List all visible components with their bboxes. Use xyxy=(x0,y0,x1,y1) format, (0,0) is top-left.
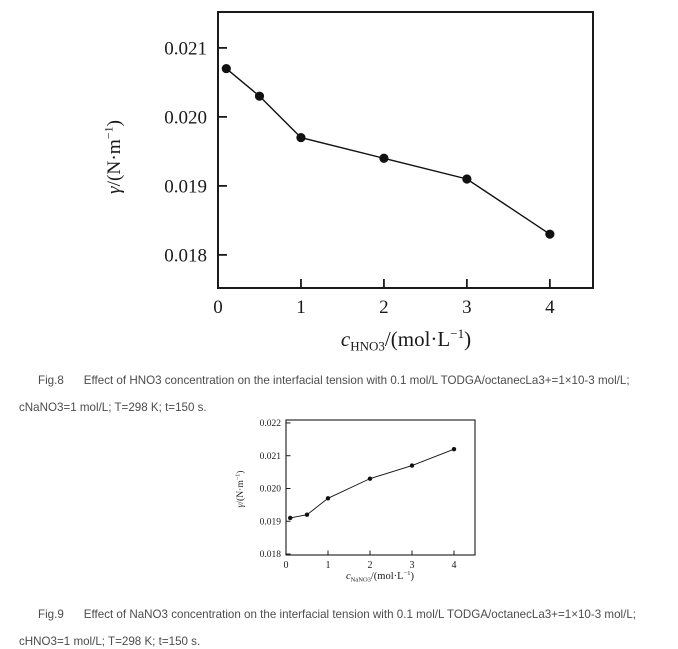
fig9-data-point xyxy=(451,446,457,452)
fig9-data-point xyxy=(409,463,415,468)
fig9-x-tick-label: 0 xyxy=(284,560,289,571)
fig9-data-line xyxy=(290,448,455,519)
fig8-x-tick-label: 0 xyxy=(213,297,223,318)
fig8-data-point xyxy=(462,174,472,184)
fig8-x-tick-label: 1 xyxy=(296,297,306,318)
fig9-y-tick-label: 0.021 xyxy=(260,452,282,462)
fig9-y-tick-label: 0.022 xyxy=(260,419,282,429)
fig9-x-axis-label: cNaNO3/(mol·L−1) xyxy=(346,570,414,583)
fig8-data-point xyxy=(221,63,231,74)
fig9-x-tick-label: 3 xyxy=(410,560,415,571)
fig8-y-tick-label: 0.019 xyxy=(164,176,207,197)
fig8-caption-line2: cNaNO3=1 mol/L; T=298 K; t=150 s. xyxy=(19,401,207,414)
fig9-data-point xyxy=(304,512,310,517)
fig8-y-tick-label: 0.020 xyxy=(164,107,207,128)
fig9-y-tick-label: 0.019 xyxy=(260,517,282,527)
fig9-caption-line2: cHNO3=1 mol/L; T=298 K; t=150 s. xyxy=(19,635,201,648)
fig8-data-point xyxy=(545,229,555,239)
fig8-caption-figlabel: Fig.8 xyxy=(38,374,64,387)
fig8-x-axis-label: cHNO3/(mol·L−1) xyxy=(341,326,471,354)
fig8-caption: Fig.8 Effect of HNO3 concentration on the… xyxy=(19,367,669,421)
fig9-data-point xyxy=(325,496,331,501)
fig9-caption: Fig.9 Effect of NaNO3 concentration on th… xyxy=(19,601,669,649)
fig8-plot-frame xyxy=(217,11,594,289)
fig9-caption-line1: Fig.9 Effect of NaNO3 concentration on th… xyxy=(19,601,669,628)
fig9-data-point xyxy=(367,476,373,481)
fig9-caption-figlabel: Fig.9 xyxy=(38,608,64,621)
fig8-data-line xyxy=(225,68,551,235)
fig8-y-tick-label: 0.021 xyxy=(164,38,207,59)
fig9-y-axis-label: γ/(N·m−1) xyxy=(235,471,246,508)
fig8-data-point xyxy=(296,132,306,143)
fig9-x-tick-label: 4 xyxy=(452,560,457,571)
fig8-data-point xyxy=(254,91,265,101)
fig8-x-tick-label: 3 xyxy=(462,297,472,318)
fig9-y-tick-label: 0.020 xyxy=(260,485,282,495)
fig9-data-point xyxy=(288,515,293,521)
fig9-plot-frame xyxy=(285,419,476,556)
fig8-caption-text: Effect of HNO3 concentration on the inte… xyxy=(83,374,630,387)
fig8-x-tick-label: 2 xyxy=(379,297,389,318)
fig9-x-tick-label: 1 xyxy=(326,560,331,571)
fig8-y-axis-label: γ/(N·m−1) xyxy=(102,120,125,194)
fig8-data-point xyxy=(379,153,389,163)
fig9-caption-text: Effect of NaNO3 concentration on the int… xyxy=(83,608,636,621)
fig8-line-chart: 0 1 2 3 4 0.018 0.019 0.020 0.021 cHNO3/(mol·L−1)… xyxy=(102,11,594,354)
fig8-y-tick-label: 0.018 xyxy=(164,245,207,266)
fig9-line-chart: 0 1 2 3 4 0.018 0.019 0.020 0.021 0.022 cNaNO3/(mo… xyxy=(235,419,476,583)
fig9-x-tick-label: 2 xyxy=(368,560,373,571)
fig8-x-tick-label: 4 xyxy=(545,297,555,318)
fig9-y-tick-label: 0.018 xyxy=(260,550,282,560)
fig8-caption-line1: Fig.8 Effect of HNO3 concentration on the… xyxy=(19,367,669,394)
